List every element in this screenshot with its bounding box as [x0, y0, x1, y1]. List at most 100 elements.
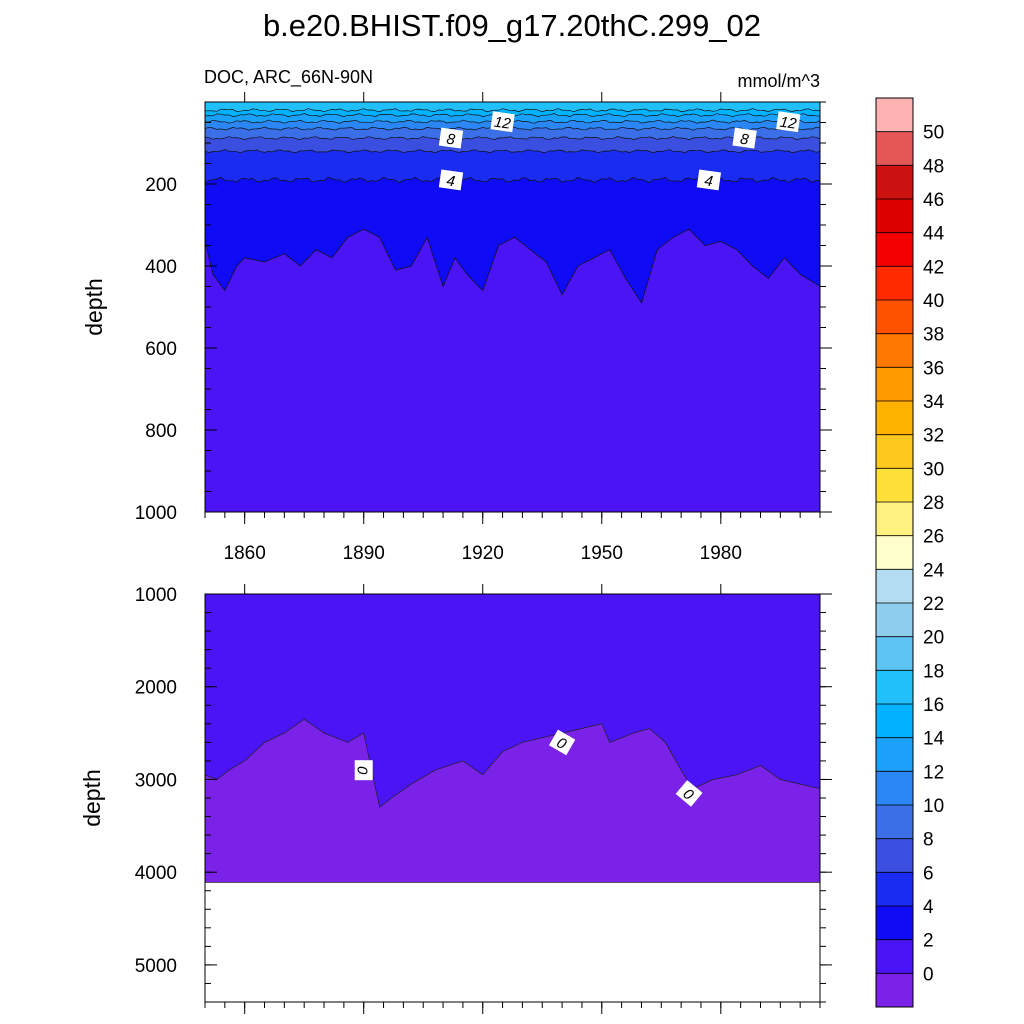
colorbar-label: 20 — [923, 628, 944, 649]
colorbar-label: 50 — [923, 123, 944, 144]
contour-label-text: 8 — [739, 131, 750, 149]
top-y-tick-label: 600 — [145, 339, 177, 360]
contour-label: 4 — [696, 169, 722, 191]
colorbar-label: 36 — [923, 358, 944, 379]
top-depth-panel: 200 400 600 800 1000 1860 1890 1920 1950 1980 de… — [81, 92, 832, 564]
contour-label-box — [438, 169, 464, 191]
top-x-tick-label: 1950 — [581, 543, 623, 564]
contour-label-box — [548, 729, 576, 756]
colorbar-swatch — [876, 131, 913, 166]
colorbar: 5048464442403836343230282624222018161412… — [875, 97, 945, 1008]
contour-label-text: 12 — [493, 114, 513, 133]
bottom-y-tick-label: 2000 — [135, 678, 177, 699]
colorbar-label: 34 — [923, 392, 945, 413]
colorbar-swatch — [876, 603, 913, 637]
bottom-y-tick-label: 5000 — [135, 956, 177, 977]
colorbar-swatch — [876, 939, 913, 974]
bottom-y-axis: 1000 2000 3000 4000 5000 — [135, 585, 832, 1003]
contour-label: 0 — [354, 760, 373, 781]
colorbar-label: 16 — [923, 695, 944, 716]
colorbar-swatch — [876, 333, 913, 368]
contour-label: 12 — [490, 111, 515, 133]
colorbar-label: 38 — [923, 325, 944, 346]
top-x-axis: 1860 1890 1920 1950 1980 — [204, 92, 821, 564]
colorbar-swatch — [876, 838, 913, 873]
contour-label-box — [438, 127, 464, 149]
contour-label: 12 — [776, 111, 801, 133]
colorbar-label: 46 — [923, 190, 944, 211]
colorbar-swatch — [876, 367, 913, 402]
bottom-band-0-2 — [205, 594, 820, 808]
colorbar-frame — [875, 97, 914, 1008]
bottom-depth-panel: 1000 2000 3000 4000 5000 depth 0 0 0 — [79, 584, 832, 1014]
top-y-axis-label: depth — [81, 278, 107, 336]
colorbar-label: 8 — [923, 830, 934, 851]
top-x-tick-label: 1980 — [700, 543, 742, 564]
colorbar-label: 6 — [923, 863, 934, 884]
contour-label: 0 — [675, 780, 703, 807]
contour-label: 8 — [732, 127, 757, 149]
contour-band-16-surface — [205, 102, 820, 107]
contour-label-box — [776, 111, 801, 133]
chart-title: b.e20.BHIST.f09_g17.20thC.299_02 — [263, 8, 761, 43]
colorbar-swatch — [876, 872, 913, 907]
bottom-y-axis-label: depth — [79, 769, 105, 827]
bottom-y-tick-label: 1000 — [135, 585, 177, 606]
colorbar-label: 14 — [923, 729, 945, 750]
top-x-tick-label: 1860 — [224, 543, 266, 564]
colorbar-swatch — [876, 300, 913, 334]
colorbar-swatch — [876, 704, 913, 738]
bottom-contour-fills — [204, 594, 821, 883]
colorbar-label: 4 — [923, 897, 934, 918]
colorbar-label: 26 — [923, 527, 944, 548]
colorbar-swatch — [876, 737, 913, 772]
colorbar-swatch — [876, 502, 913, 536]
units-label: mmol/m^3 — [738, 71, 820, 91]
bottom-contour-labels: 0 0 0 — [354, 729, 703, 807]
top-y-tick-label: 200 — [145, 175, 177, 196]
top-x-tick-label: 1890 — [343, 543, 385, 564]
contour-label: 0 — [548, 729, 576, 756]
top-y-axis: 200 400 600 800 1000 — [135, 101, 832, 524]
colorbar-swatch — [876, 906, 913, 940]
contour-label: 8 — [438, 127, 464, 149]
contour-label-text: 8 — [445, 131, 456, 149]
top-contour-fills — [205, 102, 820, 303]
colorbar-swatch — [876, 199, 913, 233]
colorbar-swatch — [876, 165, 913, 200]
colorbar-swatch — [876, 569, 913, 604]
contour-label-box — [490, 111, 515, 133]
colorbar-swatch — [876, 771, 913, 806]
contour-label-box — [696, 169, 722, 191]
colorbar-label: 2 — [923, 931, 934, 952]
variable-region-label: DOC, ARC_66N-90N — [204, 67, 373, 88]
colorbar-label: 22 — [923, 594, 944, 615]
colorbar-swatch — [876, 973, 913, 1008]
contour-label-text: 4 — [445, 172, 456, 190]
colorbar-label: 10 — [923, 796, 944, 817]
colorbar-swatch — [876, 468, 913, 503]
contour-label: 4 — [438, 169, 464, 191]
top-y-tick-label: 800 — [145, 421, 177, 442]
colorbar-swatch — [876, 670, 913, 705]
colorbar-swatch — [876, 401, 913, 435]
contour-label-box — [732, 127, 757, 149]
top-contour-labels: 12 12 8 8 4 4 — [438, 111, 801, 191]
colorbar-label: 44 — [923, 224, 945, 245]
colorbar-swatch — [876, 434, 913, 469]
bottom-y-tick-label: 4000 — [135, 863, 177, 884]
contour-line-2 — [204, 228, 821, 304]
colorbar-swatch — [876, 232, 913, 267]
contour-label-text: 0 — [354, 766, 371, 775]
top-x-tick-label: 1920 — [462, 543, 504, 564]
contour-label-box — [675, 780, 703, 807]
colorbar-label: 42 — [923, 257, 944, 278]
top-y-tick-label: 1000 — [135, 503, 177, 524]
colorbar-swatch — [876, 805, 913, 839]
bottom-y-tick-label: 3000 — [135, 770, 177, 791]
top-y-tick-label: 400 — [145, 257, 177, 278]
contour-label-text: 12 — [779, 114, 799, 133]
colorbar-label: 12 — [923, 762, 944, 783]
colorbar-swatch — [876, 535, 913, 570]
